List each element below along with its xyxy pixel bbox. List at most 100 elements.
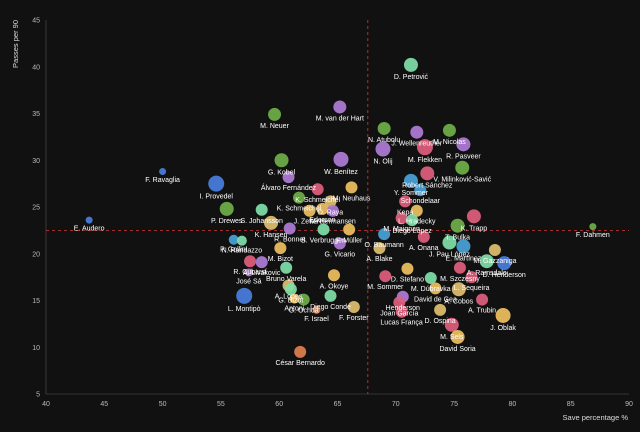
data-point: [347, 301, 360, 314]
point-label: F. Dahmen: [576, 232, 610, 239]
point-label: F. Ravaglia: [145, 177, 180, 184]
data-point: [274, 242, 287, 255]
point-label: M. Flekken: [408, 157, 442, 164]
point-label: Álvaro Fernández: [261, 183, 317, 192]
data-point: [429, 282, 442, 295]
data-point: [434, 303, 447, 316]
y-tick-label: 20: [32, 251, 40, 258]
data-point: [264, 215, 279, 230]
data-point: [465, 271, 478, 284]
data-point: [497, 256, 512, 271]
axes: [45, 20, 629, 395]
data-point: [208, 175, 225, 192]
data-point: [255, 203, 268, 216]
data-point: [316, 202, 329, 215]
data-point: [219, 201, 234, 216]
data-point: [378, 228, 391, 241]
point-label: José Sá: [236, 278, 261, 285]
data-point: [324, 289, 337, 302]
data-point: [476, 293, 489, 306]
data-point: [311, 183, 324, 196]
data-point: [268, 107, 282, 121]
point-label: R. Cubarsí: [233, 269, 267, 276]
point-label: D. Petrović: [394, 74, 429, 81]
x-tick-label: 55: [217, 401, 225, 408]
point-label: F. Forster: [339, 315, 369, 322]
point-label: Ederson: [309, 217, 335, 224]
point-label: Henderson: [386, 305, 420, 312]
point-label: Kepa: [397, 209, 413, 216]
data-point: [333, 237, 346, 250]
point-label: D. Stefano: [391, 277, 424, 284]
x-tick-label: 70: [392, 401, 400, 408]
data-point: [328, 269, 341, 282]
data-point: [401, 262, 414, 275]
data-point: [228, 234, 239, 245]
point-label: César Bernardo: [275, 360, 325, 367]
x-tick-label: 45: [100, 401, 108, 408]
point-label: E. Audero: [74, 226, 105, 233]
point-label: A. Blake: [366, 256, 392, 263]
x-tick-labels: 40 45 50 55 60 65 70 75 80 85 90: [42, 401, 633, 408]
point-label: S. Johansson: [240, 218, 283, 225]
point-label: D. Henderson: [483, 272, 526, 279]
point-label: M. Maignan: [383, 226, 420, 233]
point-label: A. Okoye: [320, 283, 349, 290]
x-tick-label: 75: [450, 401, 458, 408]
data-point: [284, 283, 297, 296]
data-point: [255, 256, 268, 269]
point-label: M. Neuer: [260, 123, 289, 130]
point-label: M. Neuhaus: [333, 195, 371, 202]
data-point: [303, 204, 316, 217]
data-point: [343, 223, 356, 236]
point-label: M. Sels: [440, 334, 464, 341]
data-point: [451, 282, 466, 297]
data-point: [324, 195, 337, 208]
point-label: J. Pau López: [429, 252, 470, 259]
point-label: P. Gollini: [220, 247, 248, 254]
data-point: [406, 214, 419, 227]
point-label: N. Olij: [373, 159, 393, 166]
data-point: [293, 191, 306, 204]
data-point: [444, 317, 459, 332]
point-label: E. Martínez: [446, 255, 482, 262]
y-tick-label: 40: [32, 64, 40, 71]
point-label: K. Trapp: [461, 225, 488, 232]
point-label: W. Benítez: [324, 169, 358, 176]
x-tick-label: 90: [625, 401, 633, 408]
data-point: [85, 216, 93, 224]
point-label: L. Hradecky: [398, 219, 436, 226]
point-label: J. Zetterer: [294, 219, 327, 226]
data-points: [85, 57, 597, 358]
y-axis-label: Passes per 90: [11, 20, 20, 68]
data-point: [312, 305, 321, 314]
y-tick-label: 5: [36, 392, 40, 399]
point-label: I. Provedel: [200, 194, 234, 201]
data-point: [283, 222, 296, 235]
data-point: [589, 223, 597, 231]
data-point: [410, 125, 424, 139]
data-point: [294, 345, 307, 358]
point-labels: D. Petrović M. van der Hart M. Neuer N. Atu…: [74, 74, 610, 367]
point-label: G. Kobel: [268, 169, 296, 176]
point-label: K. Schmeichel: [295, 197, 340, 204]
data-point: [375, 141, 391, 157]
point-label: Diego Conde: [310, 304, 351, 311]
data-point: [395, 305, 408, 318]
point-label: N. Randazzo: [222, 248, 263, 255]
point-label: P. Drewes: [211, 218, 243, 225]
point-label: A. Cobos: [444, 298, 473, 305]
data-point: [488, 244, 501, 257]
point-label: M. Nicolas: [433, 139, 466, 146]
data-point: [395, 212, 408, 225]
data-point: [403, 57, 418, 72]
point-label: V. Milinković-Savić: [433, 177, 491, 184]
data-point: [289, 293, 300, 304]
data-point: [416, 139, 433, 156]
point-label: A. Trubin: [468, 308, 496, 315]
point-label: Diego López: [392, 228, 432, 235]
point-label: R. Bonnet: [274, 237, 305, 244]
point-label: Antoni: [284, 306, 304, 313]
point-label: G. Vicario: [325, 251, 356, 258]
